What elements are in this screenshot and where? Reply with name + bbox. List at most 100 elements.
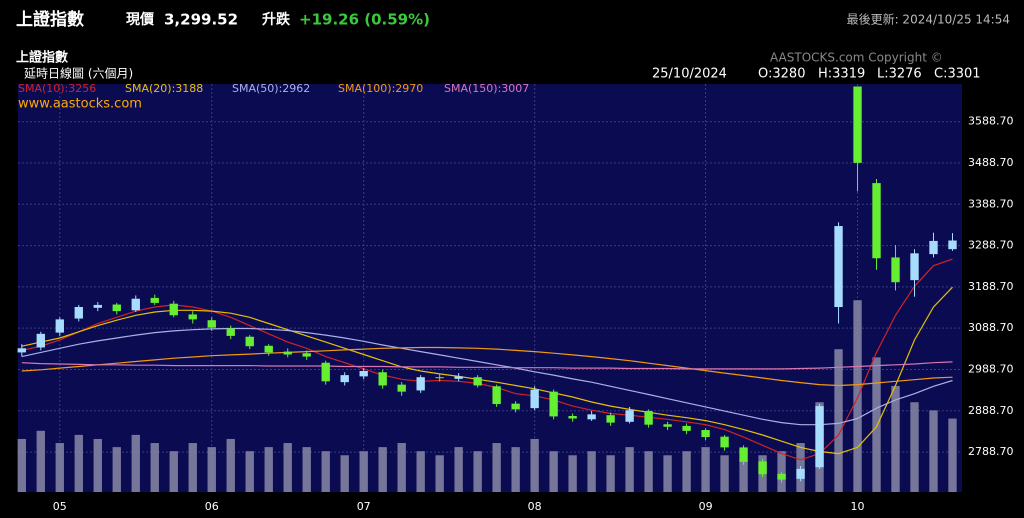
info-close: C:3301 — [934, 67, 981, 82]
change: +19.26 (0.59%) — [299, 11, 430, 29]
candle-body — [435, 377, 444, 379]
candle-body — [321, 362, 330, 382]
volume-bar — [226, 438, 235, 492]
y-tick-label: 2888.70 — [968, 404, 1014, 417]
chart-title: 上證指數 — [16, 50, 68, 66]
volume-bar — [910, 402, 919, 492]
x-tick-label: 06 — [205, 500, 219, 513]
info-low: L:3276 — [877, 67, 922, 82]
candle-body — [663, 424, 672, 427]
volume-bar — [245, 451, 254, 492]
watermark: AASTOCKS.com Copyright © — [770, 51, 943, 65]
volume-bar — [606, 455, 615, 492]
volume-bar — [568, 455, 577, 492]
candle-body — [36, 333, 45, 348]
candle-body — [834, 226, 843, 307]
candle-body — [17, 348, 26, 353]
y-tick-label: 2788.70 — [968, 445, 1014, 458]
volume-bar — [853, 300, 862, 492]
candle-body — [397, 384, 406, 392]
legend-entry: SMA(10):3256 — [18, 82, 96, 95]
candle-body — [473, 377, 482, 386]
candle-body — [93, 304, 102, 308]
change-label: 升跌 — [262, 11, 291, 28]
candle-body — [302, 353, 311, 357]
volume-bar — [625, 447, 634, 492]
y-tick-label: 3088.70 — [968, 321, 1014, 334]
volume-bar — [150, 443, 159, 492]
volume-bar — [454, 447, 463, 492]
volume-bar — [644, 451, 653, 492]
y-tick-label: 3188.70 — [968, 280, 1014, 293]
volume-bar — [549, 451, 558, 492]
candle-body — [150, 297, 159, 303]
x-tick-label: 07 — [357, 500, 371, 513]
candle-body — [929, 240, 938, 255]
info-high: H:3319 — [818, 67, 865, 82]
candle-body — [891, 257, 900, 283]
volume-bar — [948, 418, 957, 492]
x-tick-label: 10 — [851, 500, 865, 513]
candle-body — [549, 391, 558, 417]
candle-body — [511, 403, 520, 410]
y-tick-label: 3288.70 — [968, 239, 1014, 252]
volume-bar — [891, 385, 900, 492]
plot — [17, 84, 962, 492]
candle-body — [112, 304, 121, 312]
volume-bar — [188, 443, 197, 492]
volume-bar — [112, 447, 121, 492]
volume-bar — [701, 447, 710, 492]
sma-line — [21, 327, 953, 426]
candle-body — [948, 240, 957, 250]
volume-bar — [264, 447, 273, 492]
volume-bar — [511, 447, 520, 492]
candle-body — [131, 298, 140, 311]
chart-subtitle: 延時日線圖 (六個月) — [24, 66, 133, 81]
y-tick-label: 3588.70 — [968, 115, 1014, 128]
volume-bar — [169, 451, 178, 492]
updated: 最後更新: 2024/10/25 14:54 — [847, 12, 1010, 27]
volume-bar — [929, 410, 938, 492]
volume-bar — [530, 438, 539, 492]
candle-body — [283, 351, 292, 355]
candle-body — [359, 371, 368, 377]
volume-bar — [777, 451, 786, 492]
candle-body — [910, 253, 919, 281]
legend-entry: SMA(50):2962 — [232, 82, 310, 95]
candle-body — [416, 377, 425, 391]
candle-body — [853, 86, 862, 163]
candle-body — [796, 468, 805, 479]
volume-bar — [587, 451, 596, 492]
volume-bar — [834, 349, 843, 492]
volume-bar — [682, 451, 691, 492]
volume-bar — [55, 443, 64, 492]
volume-bar — [872, 357, 881, 492]
volume-bar — [74, 434, 83, 492]
sma-line — [21, 361, 953, 370]
candle-body — [264, 345, 273, 353]
candle-body — [378, 372, 387, 386]
legend-entry: SMA(150):3007 — [444, 82, 529, 95]
volume-bar — [17, 438, 26, 492]
y-tick-label: 2988.70 — [968, 362, 1014, 375]
candle-body — [454, 376, 463, 379]
price-label: 現價 — [126, 11, 155, 28]
volume-bar — [492, 443, 501, 492]
volume-bar — [739, 459, 748, 492]
sma-line — [21, 346, 953, 387]
volume-bar — [36, 430, 45, 492]
legend-entry: SMA(20):3188 — [125, 82, 203, 95]
candle-body — [492, 386, 501, 405]
volume-bar — [93, 438, 102, 492]
volume-bar — [131, 434, 140, 492]
candle-body — [74, 306, 83, 319]
volume-bar — [283, 443, 292, 492]
price: 3,299.52 — [164, 11, 238, 29]
candle-body — [872, 183, 881, 259]
website: www.aastocks.com — [18, 97, 142, 112]
volume-bar — [378, 447, 387, 492]
candle-body — [169, 303, 178, 316]
plot-area — [18, 84, 962, 492]
y-tick-label: 3388.70 — [968, 197, 1014, 210]
